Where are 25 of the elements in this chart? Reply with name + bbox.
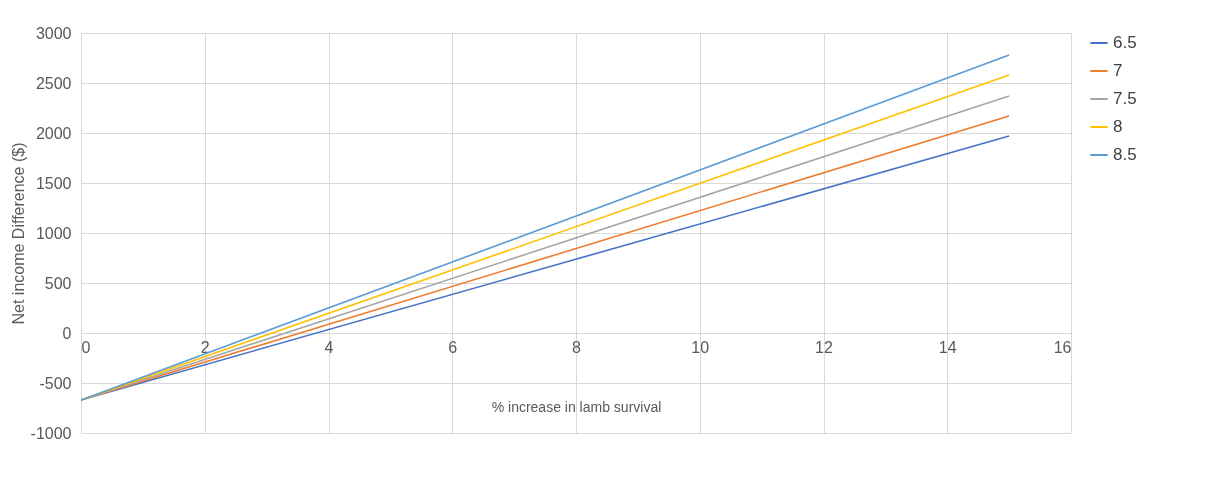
x-tick-label: 16 <box>1053 338 1072 356</box>
y-tick-label: 0 <box>62 324 72 342</box>
y-tick-label: 1000 <box>35 224 72 242</box>
x-tick-label: 10 <box>691 338 710 356</box>
y-tick-label: 1500 <box>35 174 72 192</box>
y-tick-label: -500 <box>39 374 72 392</box>
x-axis-title: % increase in lamb survival <box>491 398 662 415</box>
y-tick-label: 500 <box>44 274 72 292</box>
x-tick-label: 14 <box>938 338 957 356</box>
x-tick-label: 12 <box>815 338 833 356</box>
y-tick-label: -1000 <box>30 424 72 442</box>
legend-label: 7 <box>1113 61 1123 80</box>
x-tick-label: 8 <box>572 338 582 356</box>
y-tick-label: 3000 <box>35 24 72 42</box>
x-tick-label: 6 <box>448 338 458 356</box>
legend-label: 8.5 <box>1113 145 1137 164</box>
legend-label: 7.5 <box>1113 89 1137 108</box>
y-tick-label: 2000 <box>35 124 72 142</box>
y-tick-label: 2500 <box>35 74 72 92</box>
x-tick-label: 4 <box>324 338 334 356</box>
legend-label: 8 <box>1113 117 1123 136</box>
y-axis-title: Net income Difference ($) <box>9 142 27 325</box>
legend-label: 6.5 <box>1113 33 1137 52</box>
x-tick-label: 0 <box>81 338 91 356</box>
x-tick-label: 2 <box>200 338 210 356</box>
